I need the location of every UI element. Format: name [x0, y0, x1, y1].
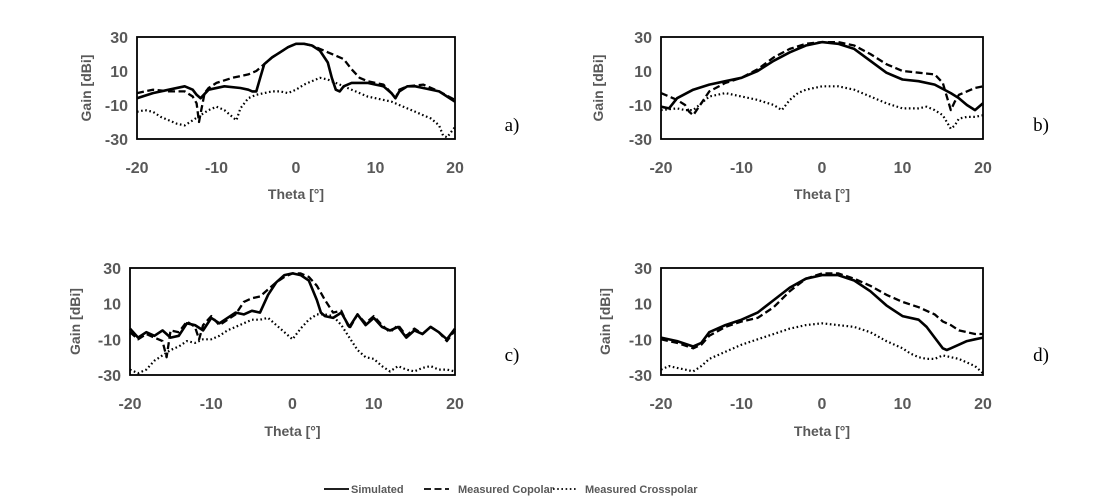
- panel-label: d): [1033, 345, 1049, 366]
- y-tick-label: -10: [629, 332, 652, 349]
- y-tick-label: 10: [634, 297, 652, 314]
- y-tick-label: 10: [634, 64, 652, 81]
- x-tick-label: 20: [974, 160, 992, 177]
- x-tick-label: 0: [288, 396, 297, 413]
- x-tick-label: 10: [367, 160, 385, 177]
- x-axis-label: Theta [°]: [794, 186, 850, 202]
- x-tick-label: 0: [818, 160, 827, 177]
- y-tick-label: 30: [634, 30, 652, 47]
- series-line-solid: [660, 273, 984, 352]
- series-line-dashed: [136, 42, 456, 124]
- series-line-dashed: [129, 272, 456, 359]
- series-line-solid: [129, 272, 457, 341]
- x-tick-label: 10: [365, 396, 383, 413]
- y-tick-label: -30: [629, 132, 652, 149]
- series-line-dashed: [660, 272, 983, 350]
- plot-frame: [129, 267, 456, 376]
- y-axis-label: Gain [dBi]: [67, 288, 83, 355]
- y-tick-label: -10: [629, 98, 652, 115]
- series-line-dotted: [660, 85, 984, 130]
- x-tick-label: -10: [730, 160, 753, 177]
- y-tick-label: 10: [103, 297, 121, 314]
- chart-panel-0: 30 10 -10 -30 -20 -10 0 10 20 Gain [dBi] Theta [°]…: [78, 30, 519, 202]
- x-axis-label: Theta [°]: [268, 186, 324, 202]
- panel-label: c): [505, 345, 520, 366]
- x-tick-label: -10: [200, 396, 223, 413]
- y-tick-label: -10: [105, 98, 128, 115]
- x-tick-label: -20: [649, 396, 672, 413]
- y-axis-label: Gain [dBi]: [78, 55, 94, 122]
- x-tick-label: -10: [730, 396, 753, 413]
- x-axis-label: Theta [°]: [264, 423, 320, 439]
- chart-panel-3: 30 10 -10 -30 -20 -10 0 10 20 Gain [dBi] Theta [°]…: [597, 261, 1049, 439]
- x-tick-label: -20: [125, 160, 148, 177]
- panel-label: a): [505, 115, 520, 136]
- x-tick-label: -20: [118, 396, 141, 413]
- series-line-dashed: [660, 40, 984, 117]
- y-tick-label: 30: [634, 261, 652, 278]
- x-tick-label: 10: [894, 160, 912, 177]
- chart-panel-1: 30 10 -10 -30 -20 -10 0 10 20 Gain [dBi] Theta [°]…: [590, 30, 1049, 202]
- x-tick-label: 10: [894, 396, 912, 413]
- chart-panel-2: 30 10 -10 -30 -20 -10 0 10 20 Gain [dBi] Theta [°]…: [67, 261, 519, 439]
- y-tick-label: -10: [98, 332, 121, 349]
- legend: Simulated Measured Copolar Measured Crossp…: [324, 484, 698, 496]
- x-tick-label: 20: [974, 396, 992, 413]
- x-tick-label: 20: [446, 396, 464, 413]
- x-tick-label: 20: [446, 160, 464, 177]
- y-axis-label: Gain [dBi]: [590, 55, 606, 122]
- y-axis-label: Gain [dBi]: [597, 288, 613, 355]
- panel-label: b): [1033, 115, 1049, 136]
- x-axis-label: Theta [°]: [794, 423, 850, 439]
- series-line-dotted: [129, 313, 456, 375]
- legend-label: Measured Crosspolar: [585, 484, 698, 496]
- series-line-solid: [136, 42, 456, 103]
- x-tick-label: 0: [292, 160, 301, 177]
- y-tick-label: -30: [629, 368, 652, 385]
- y-tick-label: 10: [110, 64, 128, 81]
- x-tick-label: -10: [205, 160, 228, 177]
- legend-label: Simulated: [351, 484, 404, 496]
- y-tick-label: -30: [105, 132, 128, 149]
- plot-frame: [136, 36, 456, 140]
- y-tick-label: 30: [103, 261, 121, 278]
- plot-frame: [660, 36, 984, 140]
- plot-frame: [660, 267, 984, 376]
- x-tick-label: -20: [649, 160, 672, 177]
- y-tick-label: 30: [110, 30, 128, 47]
- legend-label: Measured Copolar: [458, 484, 555, 496]
- y-tick-label: -30: [98, 368, 121, 385]
- series-line-solid: [660, 40, 984, 112]
- x-tick-label: 0: [818, 396, 827, 413]
